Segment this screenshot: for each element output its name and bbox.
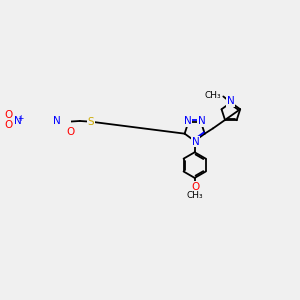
Text: H: H xyxy=(54,115,61,124)
Text: N: N xyxy=(14,116,22,126)
Text: N: N xyxy=(184,116,192,126)
Text: O: O xyxy=(4,110,13,120)
Text: N: N xyxy=(192,137,200,147)
Text: O: O xyxy=(4,120,13,130)
Text: N: N xyxy=(52,116,60,126)
Text: O: O xyxy=(191,182,200,192)
Text: CH₃: CH₃ xyxy=(186,191,203,200)
Text: N: N xyxy=(227,96,235,106)
Text: O: O xyxy=(66,127,75,136)
Text: N: N xyxy=(198,116,206,126)
Text: +: + xyxy=(17,114,24,123)
Text: CH₃: CH₃ xyxy=(205,91,221,100)
Text: S: S xyxy=(88,117,94,127)
